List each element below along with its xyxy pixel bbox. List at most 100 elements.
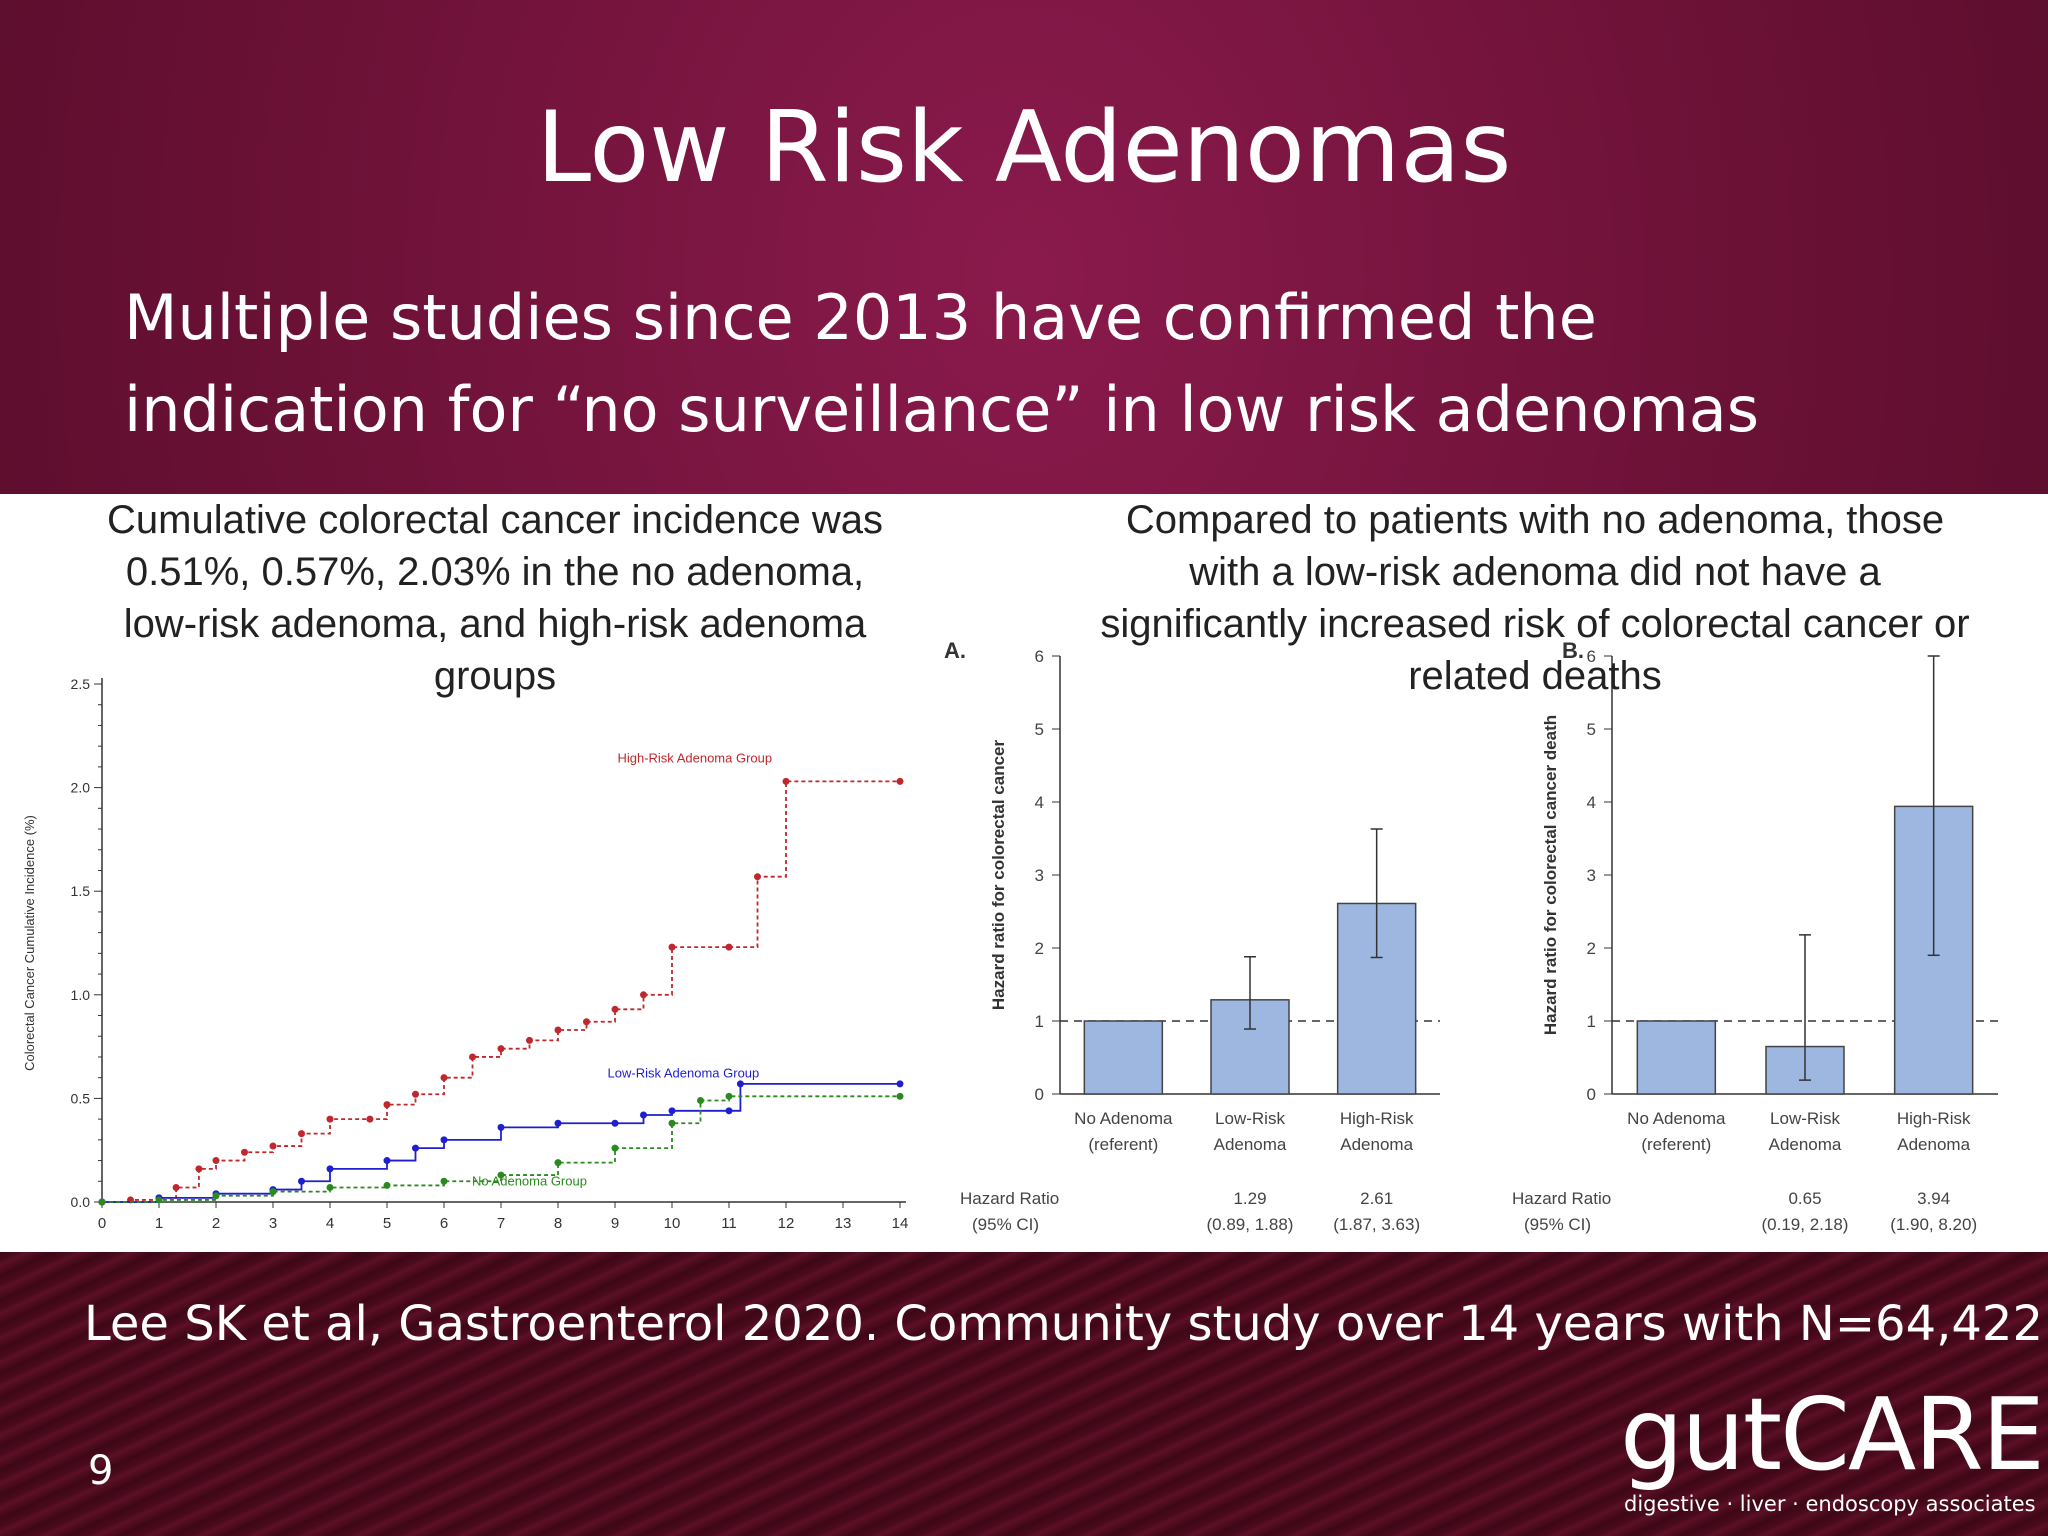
data-point bbox=[697, 1096, 704, 1104]
y-tick-label: 3 bbox=[1587, 866, 1596, 885]
hazard-ratio-ci: (0.19, 2.18) bbox=[1762, 1215, 1849, 1234]
bar bbox=[1083, 1020, 1164, 1095]
data-point bbox=[554, 1159, 562, 1167]
y-tick-label: 5 bbox=[1035, 720, 1044, 739]
y-tick-label: 1 bbox=[1035, 1012, 1044, 1031]
data-point bbox=[269, 1142, 277, 1150]
category-label: (referent) bbox=[1641, 1135, 1711, 1154]
y-tick-label: 3 bbox=[1035, 866, 1044, 885]
page-number: 9 bbox=[88, 1448, 114, 1494]
caption-right: Compared to patients with no adenoma, th… bbox=[1040, 494, 2030, 702]
data-point bbox=[383, 1157, 391, 1165]
category-label: Adenoma bbox=[1897, 1135, 1970, 1154]
subtitle-line-2: indication for “no surveillance” in low … bbox=[124, 373, 1760, 446]
data-point bbox=[326, 1115, 334, 1123]
caption-right-line: related deaths bbox=[1408, 654, 1662, 698]
x-tick-label: 6 bbox=[440, 1215, 448, 1232]
cumulative-incidence-chart: 0 1 2 3 4 5 6 7 8 9 10 11 12 13 140.00.51.01.52.02.5Co… bbox=[22, 676, 909, 1232]
hazard-ratio-value: 2.61 bbox=[1360, 1189, 1393, 1208]
data-point bbox=[98, 1198, 106, 1206]
x-tick-label: 1 bbox=[155, 1215, 163, 1232]
y-tick-label: 6 bbox=[1035, 647, 1044, 666]
y-tick-label: 2.0 bbox=[71, 780, 91, 796]
data-point bbox=[554, 1119, 562, 1127]
data-point bbox=[896, 1092, 904, 1100]
logo-tagline: digestive · liver · endoscopy associates bbox=[1624, 1492, 2036, 1516]
footer-band bbox=[0, 1252, 2048, 1536]
caption-left-line: groups bbox=[433, 654, 557, 698]
data-point bbox=[725, 1092, 733, 1100]
category-label: High-Risk bbox=[1340, 1109, 1414, 1128]
data-point bbox=[269, 1188, 277, 1196]
data-point bbox=[172, 1183, 180, 1191]
series-label: High-Risk Adenoma Group bbox=[617, 751, 772, 766]
data-point bbox=[497, 1123, 505, 1131]
x-tick-label: 7 bbox=[497, 1215, 505, 1232]
category-label: Low-Risk bbox=[1215, 1109, 1285, 1128]
x-tick-label: 14 bbox=[892, 1215, 909, 1232]
data-point bbox=[725, 1107, 733, 1115]
data-point bbox=[640, 1111, 647, 1119]
x-tick-label: 12 bbox=[778, 1215, 795, 1232]
data-point bbox=[326, 1183, 334, 1191]
series-label: Low-Risk Adenoma Group bbox=[608, 1066, 760, 1081]
data-point bbox=[497, 1171, 505, 1179]
y-axis-label: Hazard ratio for colorectal cancer death bbox=[1541, 715, 1560, 1035]
series-line bbox=[102, 1095, 900, 1203]
y-axis-label: Hazard ratio for colorectal cancer bbox=[989, 740, 1008, 1011]
y-tick-label: 0 bbox=[1587, 1085, 1596, 1104]
data-point bbox=[212, 1192, 220, 1200]
data-point bbox=[326, 1165, 334, 1173]
y-tick-label: 6 bbox=[1587, 647, 1596, 666]
y-tick-label: 1 bbox=[1587, 1012, 1596, 1031]
y-tick-label: 0.5 bbox=[71, 1090, 91, 1106]
caption-right-line: significantly increased risk of colorect… bbox=[1100, 602, 1970, 646]
data-point bbox=[440, 1177, 448, 1185]
data-point bbox=[412, 1144, 419, 1152]
data-point bbox=[896, 777, 904, 785]
caption-right-line: with a low-risk adenoma did not have a bbox=[1189, 550, 1881, 594]
y-axis-label: Colorectal Cancer Cumulative Incidence (… bbox=[22, 815, 37, 1071]
data-point bbox=[469, 1053, 476, 1061]
data-point bbox=[155, 1196, 163, 1204]
hazard-ratio-ci: (1.90, 8.20) bbox=[1890, 1215, 1977, 1234]
x-tick-label: 9 bbox=[611, 1215, 619, 1232]
y-tick-label: 2 bbox=[1035, 939, 1044, 958]
x-tick-label: 13 bbox=[835, 1215, 852, 1232]
data-point bbox=[611, 1144, 619, 1152]
data-point bbox=[640, 991, 647, 999]
hazard-ratio-value: 3.94 bbox=[1917, 1189, 1950, 1208]
hazard-ratio-label: (95% CI) bbox=[1524, 1215, 1591, 1234]
y-tick-label: 0.0 bbox=[71, 1194, 91, 1210]
data-point bbox=[366, 1115, 374, 1123]
data-point bbox=[668, 943, 676, 951]
category-label: Low-Risk bbox=[1770, 1109, 1840, 1128]
data-point bbox=[725, 943, 733, 951]
data-point bbox=[668, 1107, 676, 1115]
data-point bbox=[754, 873, 761, 881]
y-tick-label: 1.0 bbox=[71, 987, 91, 1003]
data-point bbox=[668, 1119, 676, 1127]
data-point bbox=[383, 1101, 391, 1109]
y-tick-label: 1.5 bbox=[71, 883, 91, 899]
hazard-ratio-label: (95% CI) bbox=[972, 1215, 1039, 1234]
x-tick-label: 8 bbox=[554, 1215, 562, 1232]
hazard-ratio-chart-a: 0 1 2 3 4 5 6 A. Hazard ratio for colorectal can… bbox=[944, 638, 1440, 1234]
hazard-ratio-label: Hazard Ratio bbox=[960, 1189, 1059, 1208]
category-label: Adenoma bbox=[1214, 1135, 1287, 1154]
category-label: High-Risk bbox=[1897, 1109, 1971, 1128]
data-point bbox=[782, 777, 790, 785]
y-tick-label: 4 bbox=[1587, 793, 1596, 812]
category-label: No Adenoma bbox=[1627, 1109, 1726, 1128]
data-point bbox=[611, 1119, 619, 1127]
data-point bbox=[497, 1045, 505, 1053]
citation: Lee SK et al, Gastroenterol 2020. Commun… bbox=[84, 1296, 2048, 1352]
caption-right-line: Compared to patients with no adenoma, th… bbox=[1125, 498, 1945, 542]
y-tick-label: 0 bbox=[1035, 1085, 1044, 1104]
data-point bbox=[241, 1148, 248, 1156]
panel-label: B. bbox=[1562, 638, 1584, 663]
series-label: No Adenoma Group bbox=[472, 1173, 587, 1188]
hazard-ratio-value: 0.65 bbox=[1788, 1189, 1821, 1208]
data-point bbox=[195, 1165, 203, 1173]
x-tick-label: 5 bbox=[383, 1215, 391, 1232]
